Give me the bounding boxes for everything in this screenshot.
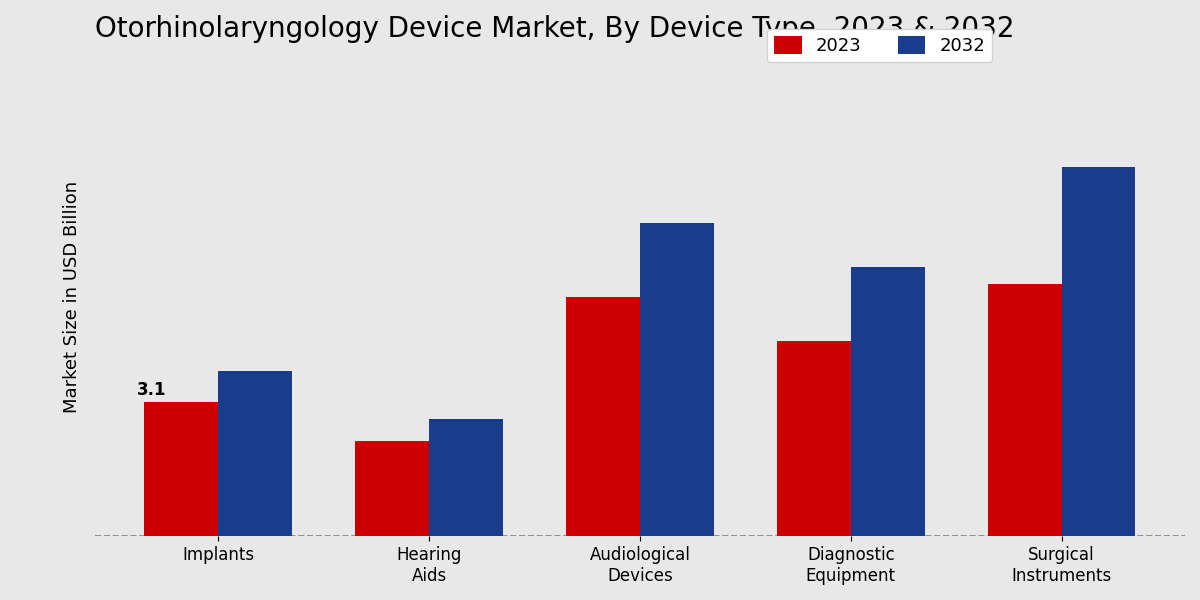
Legend: 2023, 2032: 2023, 2032 — [767, 29, 992, 62]
Bar — [144, 401, 218, 536]
Bar — [1062, 167, 1135, 536]
Bar — [640, 223, 714, 536]
Bar — [566, 297, 640, 536]
Y-axis label: Market Size in USD Billion: Market Size in USD Billion — [62, 181, 82, 413]
Bar — [355, 441, 430, 536]
Bar — [430, 419, 503, 536]
Bar — [776, 341, 851, 536]
Text: 3.1: 3.1 — [137, 382, 167, 400]
Text: Otorhinolaryngology Device Market, By Device Type, 2023 & 2032: Otorhinolaryngology Device Market, By De… — [95, 15, 1014, 43]
Bar — [988, 284, 1062, 536]
Bar — [218, 371, 292, 536]
Bar — [851, 266, 924, 536]
